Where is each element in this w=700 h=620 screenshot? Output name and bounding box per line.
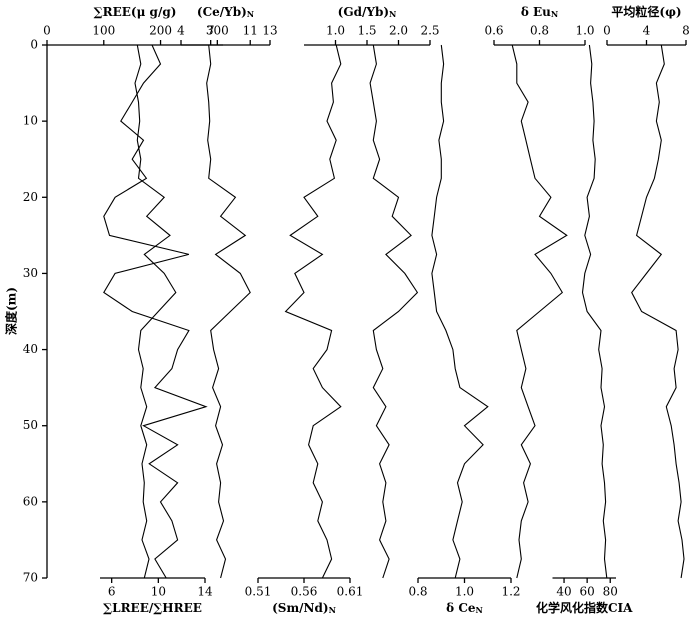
x-tick-label: 2.0	[389, 24, 408, 38]
axis-title-sub: N	[551, 9, 558, 19]
x-tick-label: 60	[579, 585, 594, 599]
x-tick-label: 300	[206, 24, 229, 38]
profile-line	[284, 44, 342, 579]
profile-line	[103, 44, 208, 579]
axis-title: ∑LREE/∑HREE	[103, 601, 202, 615]
x-tick-label: 1.0	[326, 24, 345, 38]
x-tick-label: 1.2	[501, 585, 520, 599]
x-tick-label: 10	[151, 585, 166, 599]
axis-title-sub: N	[476, 605, 483, 615]
x-tick-label: 0.6	[484, 24, 503, 38]
y-tick-label: 10	[23, 114, 38, 128]
axis-title-main: (Ce/Yb)	[197, 5, 247, 19]
x-tick-label: 100	[92, 24, 115, 38]
axis-title-main: (Sm/Nd)	[272, 601, 328, 615]
y-tick-label: 0	[30, 38, 38, 52]
x-tick-label: 8	[682, 24, 690, 38]
axis-title-sub: N	[389, 9, 396, 19]
y-tick-label: 70	[23, 571, 38, 585]
profile-line	[511, 44, 568, 579]
x-tick-label: 6	[108, 585, 116, 599]
x-tick-label: 0.8	[408, 585, 427, 599]
profile-line	[369, 44, 419, 579]
axis-title-main: 化学风化指数CIA	[536, 600, 633, 615]
x-tick-label: 0.8	[530, 24, 549, 38]
profile-line	[581, 44, 608, 579]
x-tick-label: 1.0	[575, 24, 594, 38]
x-tick-label: 4	[643, 24, 651, 38]
x-tick-label: 0	[603, 24, 611, 38]
axis-title-main: ∑REE(μ g/g)	[94, 5, 177, 19]
axis-title: (Sm/Nd)N	[272, 601, 336, 616]
x-tick-label: 14	[197, 585, 213, 599]
x-tick-label: 200	[149, 24, 172, 38]
axis-title: ∑REE(μ g/g)	[94, 5, 177, 19]
x-tick-label: 1.0	[455, 585, 474, 599]
y-tick-label: 20	[23, 190, 38, 204]
axis-title: (Gd/Yb)N	[338, 5, 397, 20]
x-tick-label: 0.51	[245, 585, 272, 599]
axis-title-main: δ Ce	[446, 601, 476, 615]
x-tick-label: 13	[262, 24, 277, 38]
axis-title-main: (Gd/Yb)	[338, 5, 389, 19]
profile-line	[431, 44, 489, 579]
x-tick-label: 40	[556, 585, 571, 599]
x-tick-label: 0.61	[337, 585, 364, 599]
axis-title: δ CeN	[446, 601, 483, 616]
axis-title-sub: N	[329, 605, 336, 615]
axis-title-sub: N	[247, 9, 254, 19]
x-tick-label: 2.5	[420, 24, 439, 38]
profile-line	[206, 44, 251, 579]
y-tick-label: 30	[23, 266, 38, 280]
profile-line	[631, 44, 685, 579]
axis-title-main: 平均粒径(φ)	[611, 4, 681, 19]
x-tick-label: 80	[603, 585, 618, 599]
axis-title: 化学风化指数CIA	[536, 600, 633, 615]
x-tick-label: 11	[243, 24, 258, 38]
axis-title: (Ce/Yb)N	[197, 5, 254, 20]
profile-line	[134, 44, 177, 579]
axis-title: δ EuN	[521, 5, 558, 20]
x-tick-label: 0	[43, 24, 51, 38]
axis-title-main: δ Eu	[521, 5, 551, 19]
x-tick-label: 4	[177, 24, 185, 38]
x-tick-label: 0.56	[291, 585, 318, 599]
y-axis-label: 深度(m)	[4, 287, 19, 335]
x-tick-label: 7	[207, 24, 215, 38]
y-tick-label: 40	[23, 342, 38, 356]
axis-title: 平均粒径(φ)	[611, 4, 681, 19]
axis-title-main: ∑LREE/∑HREE	[103, 601, 202, 615]
x-tick-label: 1.5	[357, 24, 376, 38]
y-tick-label: 60	[23, 494, 38, 508]
y-tick-label: 50	[23, 418, 38, 432]
